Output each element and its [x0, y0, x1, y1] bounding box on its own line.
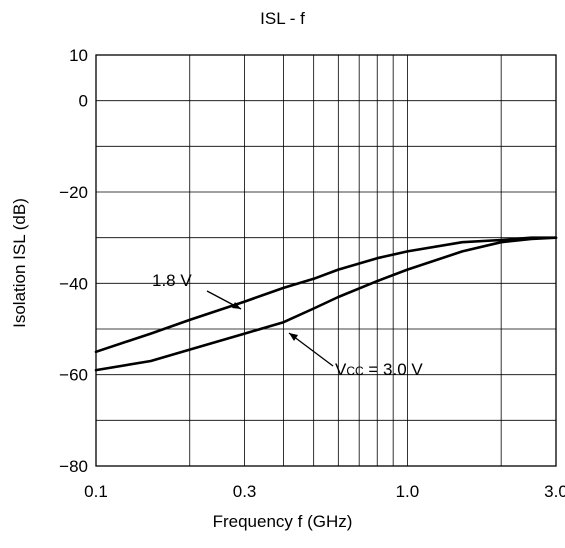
y-axis-label: Isolation ISL (dB) — [10, 198, 29, 328]
label-1-8v: 1.8 V — [152, 271, 192, 290]
plot-frame — [95, 54, 557, 467]
y-tick-label: 10 — [69, 46, 88, 65]
arrow-1-8v-head — [232, 302, 241, 309]
y-tick-label: −40 — [59, 274, 88, 293]
label-vcc-sub: CC — [346, 364, 364, 378]
label-vcc-v: V — [335, 360, 347, 379]
y-tick-label: 0 — [79, 92, 88, 111]
x-tick-label: 0.3 — [233, 482, 257, 501]
arrow-vcc-line — [288, 332, 334, 367]
x-tick-label: 0.1 — [84, 482, 108, 501]
chart-title: ISL - f — [260, 9, 305, 28]
x-axis-label: Frequency f (GHz) — [212, 512, 353, 531]
y-tick-label: −80 — [59, 457, 88, 476]
label-vcc-rest: = 3.0 V — [364, 360, 424, 379]
y-tick-label: −60 — [59, 366, 88, 385]
arrow-vcc-head — [289, 333, 298, 341]
x-tick-label: 1.0 — [396, 482, 420, 501]
series-line-2 — [94, 236, 558, 372]
label-vcc: VCC = 3.0 V — [335, 360, 423, 379]
x-tick-label: 3.0 — [544, 482, 565, 501]
series-line-1 — [94, 236, 558, 354]
y-tick-label: −20 — [59, 183, 88, 202]
